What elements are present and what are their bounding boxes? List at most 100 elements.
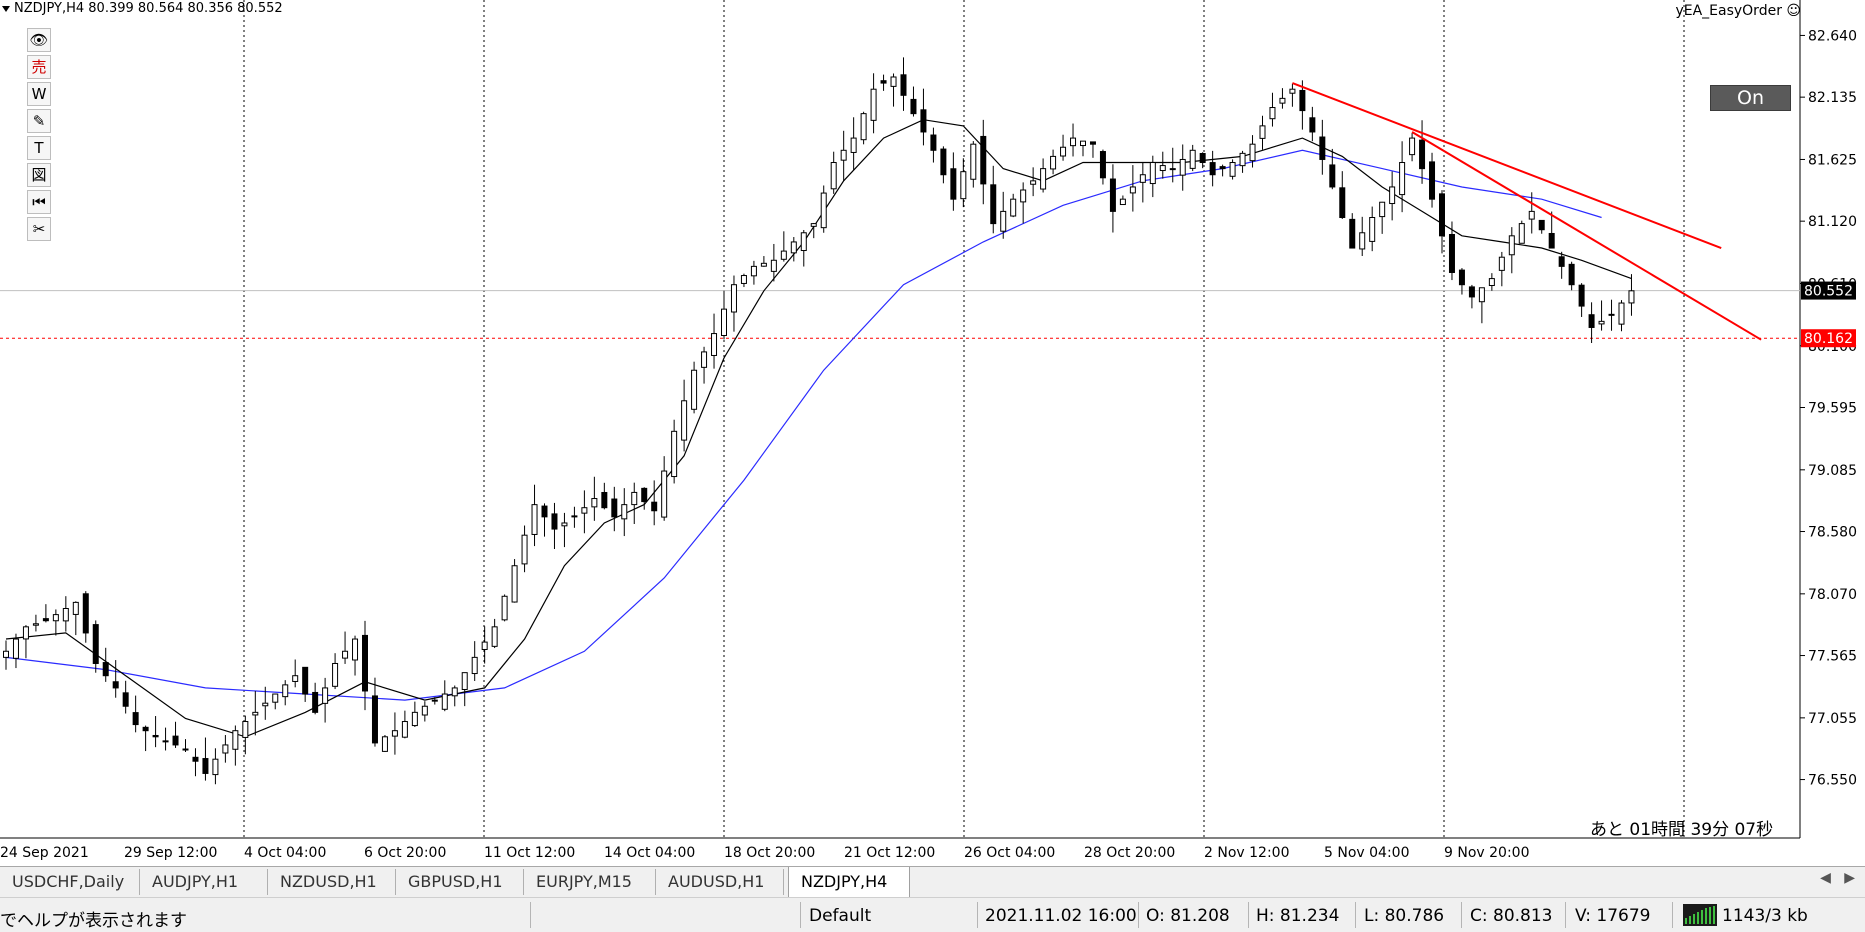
candle-bull xyxy=(860,113,867,141)
candle-bull xyxy=(1389,186,1396,205)
y-tick-label: 79.085 xyxy=(1808,463,1857,479)
candle-bull xyxy=(352,638,359,661)
x-tick-label: 21 Oct 12:00 xyxy=(844,845,935,861)
y-tick-label: 81.625 xyxy=(1808,152,1857,168)
tab-usdchf-daily[interactable]: USDCHF,Daily xyxy=(0,869,140,895)
tab-eurjpy-m15[interactable]: EURJPY,M15 xyxy=(524,869,656,895)
chart-tabs: USDCHF,Daily AUDJPY,H1 NZDUSD,H1 GBPUSD,… xyxy=(0,866,1865,897)
y-tick-label: 76.550 xyxy=(1808,773,1857,789)
y-tick-label: 82.135 xyxy=(1808,90,1857,106)
eye-icon[interactable]: 👁 xyxy=(27,28,51,52)
candle-bull xyxy=(1279,97,1286,104)
candle-bear xyxy=(82,593,89,634)
candle-bull xyxy=(1369,217,1376,242)
y-tick-label: 78.070 xyxy=(1808,587,1857,603)
current-price-label: 80.552 xyxy=(1804,284,1853,300)
candle-bull xyxy=(1070,137,1077,147)
candle-bull xyxy=(421,705,428,716)
candle-bull xyxy=(691,369,698,410)
tab-scroll-arrows[interactable]: ◀ ▶ xyxy=(1820,870,1855,886)
tab-audjpy-h1[interactable]: AUDJPY,H1 xyxy=(140,869,268,895)
rewind-icon[interactable]: ⏮ xyxy=(27,190,51,214)
marked-price-label: 80.162 xyxy=(1804,331,1853,347)
candle-bear xyxy=(1548,232,1555,249)
candle-bear xyxy=(362,634,368,692)
candle-bull xyxy=(451,687,458,697)
candle-bull xyxy=(521,534,528,565)
pen-icon[interactable]: ✎ xyxy=(27,109,51,133)
candle-bull xyxy=(1518,223,1525,244)
candle-bear xyxy=(1339,187,1346,219)
tab-nzdjpy-h4[interactable]: NZDJPY,H4 xyxy=(788,867,910,897)
candle-bull xyxy=(511,565,518,603)
candle-bear xyxy=(1429,161,1436,200)
candle-bear xyxy=(940,148,947,176)
candle-bull xyxy=(1179,158,1186,176)
candle-bear xyxy=(192,756,199,762)
candle-bear xyxy=(1588,314,1595,328)
candle-bull xyxy=(1000,210,1007,232)
candle-bull xyxy=(711,333,718,356)
candle-bull xyxy=(890,76,897,87)
text-icon[interactable]: T xyxy=(27,136,51,160)
candle-bull xyxy=(870,88,877,121)
candle-bull xyxy=(282,684,289,698)
candle-bull xyxy=(1528,210,1535,220)
tab-audusd-h1[interactable]: AUDUSD,H1 xyxy=(656,869,784,895)
candle-bear xyxy=(102,662,109,677)
figure-icon[interactable]: 図 xyxy=(27,163,51,187)
candle-bear xyxy=(1099,151,1106,179)
x-tick-label: 24 Sep 2021 xyxy=(0,845,89,861)
candle-bull xyxy=(701,351,708,368)
ea-on-button[interactable]: On xyxy=(1710,85,1791,111)
candle-bear xyxy=(1349,218,1356,249)
candle-bull xyxy=(840,149,847,161)
x-tick-label: 2 Nov 12:00 xyxy=(1204,845,1289,861)
status-low: L: 80.786 xyxy=(1364,906,1445,926)
candle-bull xyxy=(740,275,747,284)
candle-bull xyxy=(770,259,777,272)
candle-bull xyxy=(431,699,438,702)
candle-bear xyxy=(1329,164,1336,188)
candle-bull xyxy=(322,687,329,704)
candle-bull xyxy=(391,730,398,737)
connection-bars-icon[interactable] xyxy=(1683,904,1717,926)
candle-bull xyxy=(182,748,189,751)
candle-bull xyxy=(262,702,269,707)
candle-bear xyxy=(990,184,997,225)
candle-bear xyxy=(611,498,618,518)
candle-bull xyxy=(1249,143,1256,162)
sell-icon[interactable]: 売 xyxy=(27,55,51,79)
trendline xyxy=(1292,82,1722,249)
candle-bull xyxy=(232,730,239,750)
status-traffic: 1143/3 kb xyxy=(1722,906,1808,926)
tab-gbpusd-h1[interactable]: GBPUSD,H1 xyxy=(396,869,524,895)
candle-bear xyxy=(980,135,987,185)
tab-nzdusd-h1[interactable]: NZDUSD,H1 xyxy=(268,869,396,895)
candle-bear xyxy=(880,80,887,84)
candle-bull xyxy=(1399,162,1406,196)
candle-bull xyxy=(1618,302,1625,325)
x-tick-label: 9 Nov 20:00 xyxy=(1444,845,1529,861)
candle-bull xyxy=(471,656,478,675)
candle-bear xyxy=(1558,256,1565,267)
candle-bear xyxy=(1199,152,1206,164)
x-tick-label: 5 Nov 04:00 xyxy=(1324,845,1409,861)
candle-bear xyxy=(541,505,548,518)
drawing-toolbar: 👁 売 W ✎ T 図 ⏮ ✂ xyxy=(27,28,51,244)
candle-bear xyxy=(1578,284,1585,307)
w-icon[interactable]: W xyxy=(27,82,51,106)
y-tick-label: 77.055 xyxy=(1808,711,1857,727)
status-high: H: 81.234 xyxy=(1256,906,1340,926)
x-tick-label: 26 Oct 04:00 xyxy=(964,845,1055,861)
price-chart[interactable]: 82.64082.13581.62581.12080.61080.10079.5… xyxy=(0,0,1865,866)
candle-bull xyxy=(32,623,39,626)
candle-bear xyxy=(92,624,99,664)
candle-bull xyxy=(1030,180,1037,185)
x-tick-label: 4 Oct 04:00 xyxy=(244,845,326,861)
candle-bull xyxy=(1010,198,1017,217)
scissors-icon[interactable]: ✂ xyxy=(27,217,51,241)
candle-bull xyxy=(411,711,418,727)
candle-bull xyxy=(1040,168,1047,190)
candle-bull xyxy=(631,491,638,506)
